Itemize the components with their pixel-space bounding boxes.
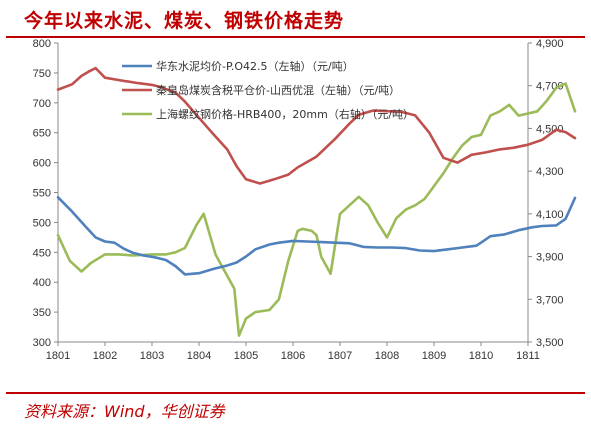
legend-label-0: 华东水泥均价-P.O42.5（左轴）（元/吨）: [156, 59, 354, 73]
left-tick-label: 500: [33, 217, 51, 229]
series-line-1: [56, 66, 577, 185]
right-tick-label: 4,100: [536, 209, 564, 221]
legend: 华东水泥均价-P.O42.5（左轴）（元/吨） 秦皇岛煤炭含税平仓价-山西优混（左…: [122, 59, 414, 121]
chart-axes: 300 350 400 450 500 550 600 650 700 750 800 3,500 3,…: [33, 38, 564, 362]
legend-label-1: 秦皇岛煤炭含税平仓价-山西优混（左轴）（元/吨）: [156, 83, 400, 97]
x-tick-label: 1811: [516, 350, 540, 362]
x-tick-label: 1803: [140, 350, 164, 362]
x-tick-label: 1805: [234, 350, 258, 362]
left-tick-label: 450: [33, 247, 51, 259]
left-tick-label: 550: [33, 188, 51, 200]
x-tick-label: 1809: [422, 350, 446, 362]
right-tick-label: 4,500: [536, 123, 564, 135]
chart-title: 今年以来水泥、煤炭、钢铁价格走势: [24, 10, 345, 32]
left-tick-label: 350: [33, 307, 51, 319]
x-tick-label: 1807: [328, 350, 352, 362]
footer-divider: [6, 392, 585, 394]
right-tick-label: 3,700: [536, 294, 564, 306]
legend-label-2: 上海螺纹钢价格-HRB400，20mm（右轴）（元/吨）: [156, 107, 414, 121]
right-tick-label: 3,900: [536, 252, 564, 264]
x-tick-label: 1801: [46, 350, 70, 362]
x-tick-label: 1802: [93, 350, 117, 362]
left-tick-label: 800: [33, 38, 51, 50]
x-tick-label: 1810: [469, 350, 493, 362]
title-divider: [6, 36, 585, 38]
right-tick-label: 4,300: [536, 166, 564, 178]
right-tick-label: 4,700: [536, 81, 564, 93]
x-tick-label: 1804: [187, 350, 211, 362]
left-tick-label: 600: [33, 158, 51, 170]
series-line-2: [56, 82, 577, 337]
x-tick-label: 1808: [375, 350, 399, 362]
left-tick-label: 650: [33, 128, 51, 140]
left-tick-label: 400: [33, 277, 51, 289]
right-tick-label: 4,900: [536, 38, 564, 50]
x-tick-label: 1806: [281, 350, 305, 362]
right-tick-label: 3,500: [536, 337, 564, 349]
left-tick-label: 750: [33, 68, 51, 80]
series-line-0: [56, 196, 577, 276]
left-tick-label: 700: [33, 98, 51, 110]
series-layer: [56, 66, 577, 337]
left-tick-label: 300: [33, 337, 51, 349]
source-note: 资料来源：Wind，华创证券: [24, 402, 225, 421]
